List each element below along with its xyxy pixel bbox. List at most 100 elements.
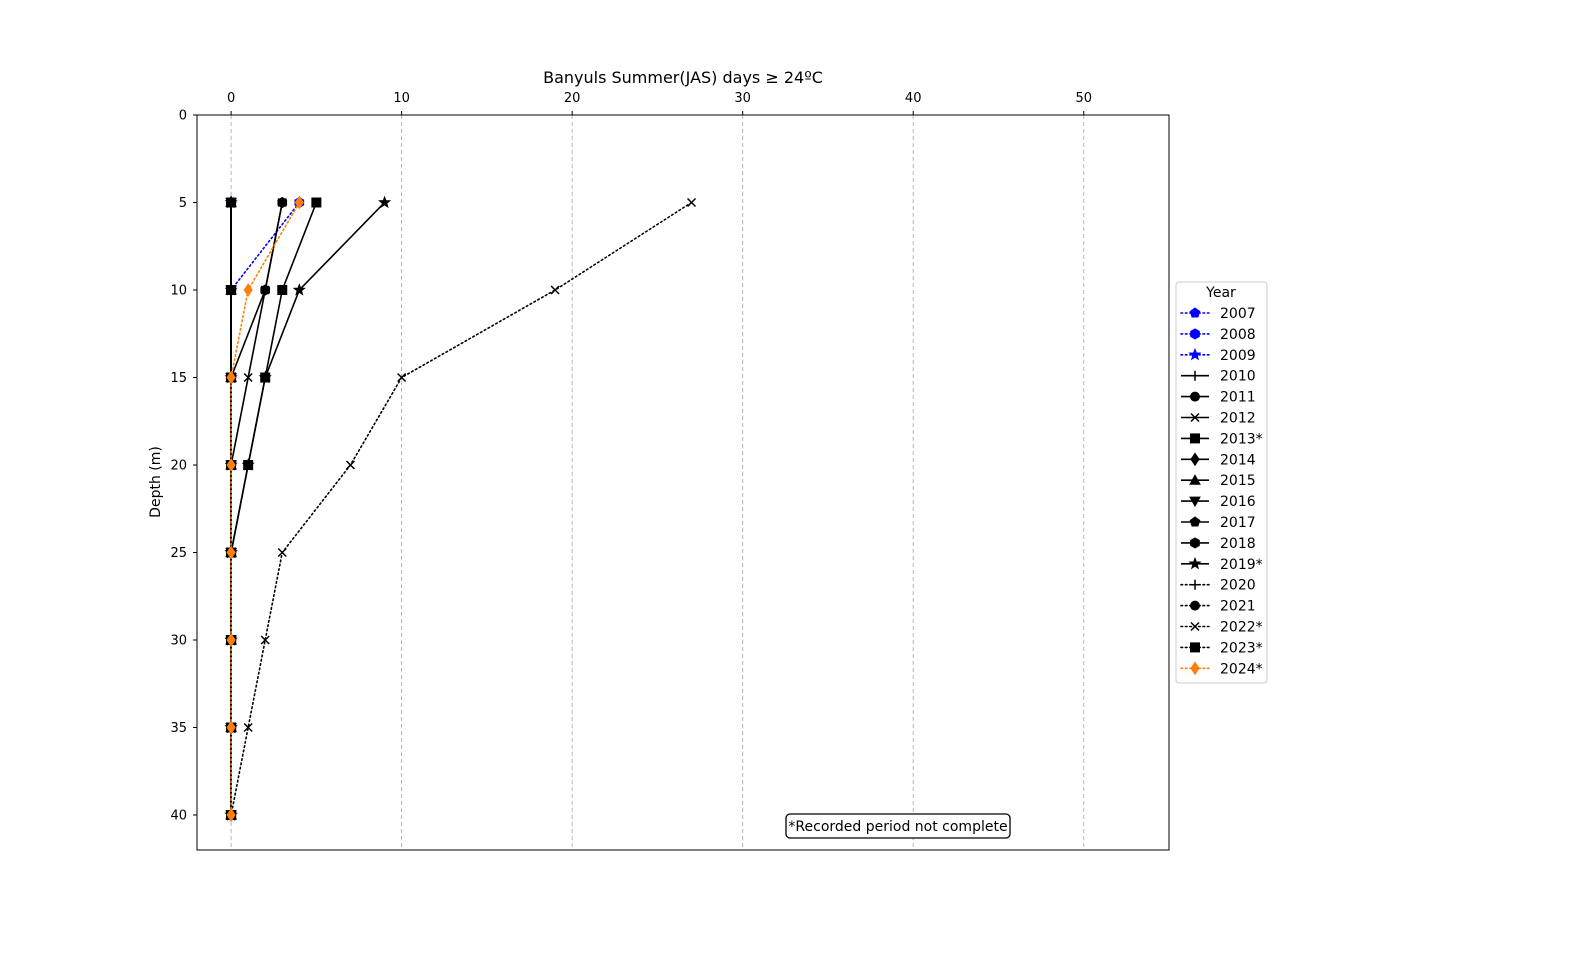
legend-marker	[1190, 642, 1200, 653]
y-tick-label: 15	[170, 371, 187, 386]
annotation-box: *Recorded period not complete	[785, 813, 1011, 839]
data-point	[243, 722, 253, 733]
legend-marker	[1190, 433, 1200, 444]
legend-label: 2010	[1220, 369, 1256, 385]
legend-item: 2024*	[1180, 661, 1263, 677]
legend-item: 2021	[1180, 599, 1256, 615]
legend-label: 2017	[1220, 515, 1256, 531]
legend-label: 2009	[1220, 348, 1256, 364]
data-point	[686, 197, 697, 208]
legend-marker	[1189, 496, 1201, 508]
y-tick-label: 10	[170, 284, 187, 299]
legend-marker	[1190, 661, 1200, 676]
data-point	[226, 808, 236, 822]
data-point	[260, 635, 270, 645]
x-tick-label: 20	[564, 91, 581, 106]
data-point	[377, 195, 392, 209]
data-point	[226, 720, 236, 735]
y-tick-label: 35	[170, 721, 187, 736]
annotation-text: *Recorded period not complete	[788, 819, 1007, 835]
data-point	[226, 545, 236, 560]
y-tick-label: 30	[170, 634, 187, 649]
legend-item: 2009	[1180, 347, 1256, 364]
legend-marker	[1189, 474, 1201, 485]
legend-item: 2015	[1181, 473, 1256, 489]
legend-label: 2018	[1220, 536, 1256, 552]
data-point	[277, 547, 287, 558]
legend-item: 2008	[1180, 327, 1256, 343]
series-layer	[224, 195, 697, 822]
data-point	[226, 197, 237, 208]
legend-items: 2007 2008 2009 2010 2011 2012 2013* 2014 2015 201…	[1180, 306, 1263, 677]
data-point	[277, 196, 288, 209]
data-point	[243, 283, 253, 297]
legend-label: 2022*	[1220, 620, 1263, 636]
legend-item: 2014	[1181, 452, 1256, 468]
legend-label: 2015	[1220, 473, 1256, 489]
data-point	[311, 197, 322, 208]
plot-area-frame	[196, 114, 1170, 851]
series-line	[230, 201, 301, 816]
x-tick-label: 50	[1075, 91, 1092, 106]
data-point	[260, 284, 271, 296]
legend-marker	[1190, 600, 1200, 611]
legend-marker	[1189, 516, 1201, 527]
legend-label: 2020	[1220, 578, 1256, 594]
data-point	[397, 372, 407, 383]
legend-marker	[1188, 347, 1202, 361]
data-point	[294, 195, 304, 210]
legend-label: 2011	[1220, 390, 1256, 406]
legend-item: 2007	[1180, 306, 1256, 322]
legend-label: 2008	[1220, 327, 1256, 343]
legend-marker	[1190, 452, 1200, 467]
y-tick-label: 0	[179, 109, 187, 124]
y-axis: 0 5 10 15 20 25 30 35 40	[170, 109, 197, 824]
legend-label: 2007	[1220, 306, 1256, 322]
data-point	[258, 370, 272, 384]
x-tick-label: 30	[734, 91, 751, 106]
y-axis-label: Depth (m)	[148, 446, 164, 518]
y-tick-label: 25	[170, 546, 187, 561]
data-point	[226, 285, 237, 295]
data-point	[345, 460, 356, 470]
legend-label: 2024*	[1220, 661, 1263, 677]
legend-item: 2020	[1180, 578, 1256, 594]
legend-item: 2018	[1181, 536, 1256, 552]
legend-label: 2021	[1220, 599, 1256, 615]
legend-marker	[1190, 579, 1200, 590]
series-2024	[226, 195, 304, 822]
x-tick-label: 0	[227, 91, 235, 106]
data-point	[241, 458, 255, 471]
data-point	[277, 285, 288, 295]
x-axis: 0 10 20 30 40 50	[227, 91, 1092, 115]
data-point	[550, 285, 560, 295]
data-point	[226, 458, 236, 472]
legend-item: 2023*	[1180, 640, 1263, 656]
legend: Year 2007200820092010201120122013*201420…	[1175, 281, 1268, 684]
y-tick-label: 40	[170, 809, 187, 824]
legend-title: Year	[1205, 285, 1236, 301]
legend-marker	[1190, 537, 1200, 549]
legend-item: 2011	[1181, 390, 1256, 406]
legend-item: 2012	[1181, 411, 1256, 427]
legend-label: 2012	[1220, 411, 1256, 427]
series-line	[230, 201, 693, 816]
legend-item: 2013*	[1181, 431, 1263, 447]
legend-marker	[1190, 621, 1200, 632]
legend-marker	[1190, 370, 1200, 381]
legend-label: 2023*	[1220, 640, 1263, 656]
data-point	[292, 283, 306, 296]
data-point	[243, 372, 253, 383]
legend-item: 2016	[1181, 494, 1256, 510]
legend-label: 2019*	[1220, 557, 1263, 573]
legend-item: 2022*	[1180, 620, 1263, 636]
data-point	[226, 370, 236, 385]
legend-item: 2017	[1181, 515, 1256, 531]
legend-item: 2019*	[1181, 557, 1263, 573]
legend-item: 2010	[1181, 369, 1256, 385]
chart-title: Banyuls Summer(JAS) days ≥ 24ºC	[543, 68, 823, 87]
legend-label: 2013*	[1220, 431, 1263, 447]
legend-marker	[1189, 307, 1201, 318]
legend-label: 2016	[1220, 494, 1256, 510]
